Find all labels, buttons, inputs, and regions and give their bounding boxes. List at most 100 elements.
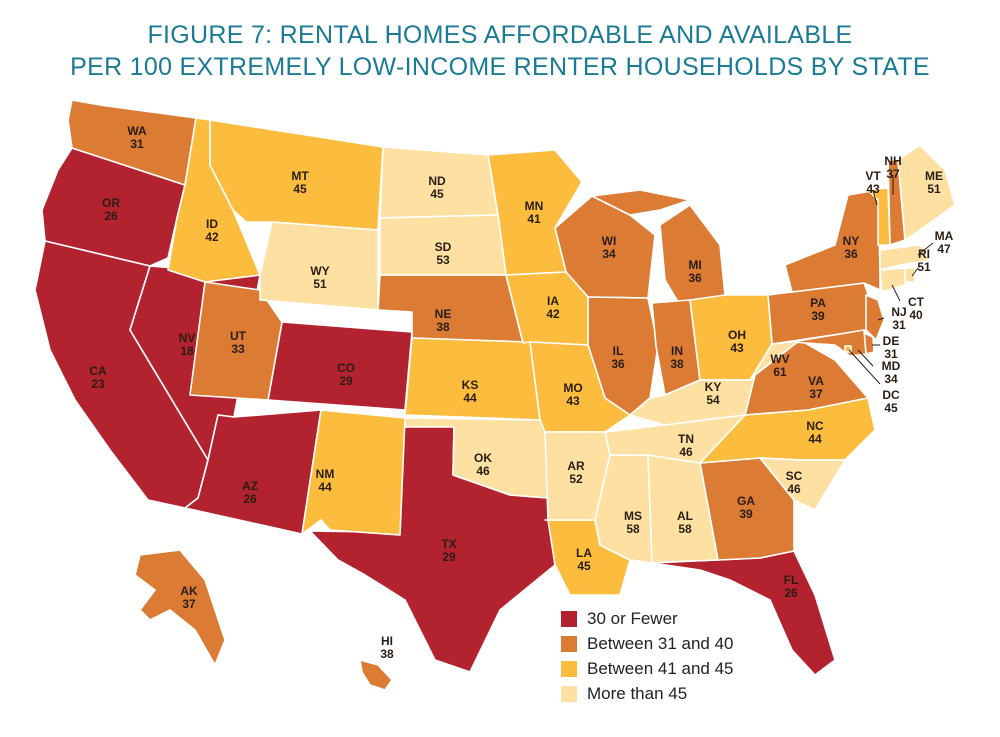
state-AK — [134, 549, 226, 666]
legend-swatch — [561, 685, 577, 702]
legend-swatch — [561, 635, 577, 652]
state-code-AZ: AZ — [242, 479, 258, 493]
state-code-MO: MO — [563, 381, 582, 395]
state-value-LA: 45 — [577, 559, 591, 573]
state-code-IA: IA — [547, 294, 559, 308]
state-value-CT: 40 — [909, 308, 923, 322]
state-value-PA: 39 — [811, 309, 825, 323]
state-code-WI: WI — [602, 234, 617, 248]
state-code-GA: GA — [737, 494, 755, 508]
state-code-AL: AL — [677, 509, 693, 523]
tier-more-than-45 — [259, 144, 956, 564]
state-SD — [379, 214, 507, 276]
state-code-NY: NY — [843, 234, 860, 248]
state-value-NJ: 31 — [892, 318, 906, 332]
state-code-AK: AK — [180, 584, 198, 598]
state-code-OR: OR — [102, 196, 120, 210]
state-CT — [879, 267, 906, 293]
state-code-PA: PA — [810, 296, 826, 310]
state-MA — [879, 244, 931, 271]
state-value-CO: 29 — [339, 374, 353, 388]
state-value-UT: 33 — [231, 342, 245, 356]
state-value-VA: 37 — [809, 387, 823, 401]
state-code-MA: MA — [935, 229, 954, 243]
state-value-GA: 39 — [739, 507, 753, 521]
state-code-MN: MN — [525, 199, 544, 213]
state-value-DC: 45 — [884, 401, 898, 415]
state-value-CA: 23 — [91, 377, 105, 391]
state-code-NE: NE — [435, 307, 452, 321]
state-UT — [189, 281, 283, 401]
state-value-MD: 34 — [884, 372, 898, 386]
legend-swatch — [561, 610, 577, 627]
state-code-SD: SD — [435, 240, 452, 254]
legend-item: Between 41 and 45 — [561, 656, 734, 681]
state-value-WV: 61 — [773, 365, 787, 379]
state-value-MS: 58 — [626, 522, 640, 536]
state-code-MD: MD — [882, 359, 901, 373]
leader-lines — [848, 175, 934, 385]
state-code-UT: UT — [230, 329, 247, 343]
state-code-IN: IN — [671, 344, 683, 358]
state-value-IL: 36 — [611, 357, 625, 371]
state-HI — [359, 659, 393, 691]
state-code-WY: WY — [310, 264, 329, 278]
state-NY — [784, 189, 881, 293]
state-code-MI: MI — [688, 258, 701, 272]
state-labels: WA31OR26CA23NV18ID42MT45WY51UT33CO29AZ26… — [89, 124, 953, 661]
state-code-WV: WV — [770, 352, 789, 366]
state-MI-up — [591, 189, 691, 216]
state-code-CO: CO — [337, 361, 355, 375]
state-value-NE: 38 — [436, 320, 450, 334]
state-value-ND: 45 — [430, 187, 444, 201]
state-code-SC: SC — [786, 469, 803, 483]
state-code-NV: NV — [179, 331, 196, 345]
state-code-ME: ME — [925, 169, 943, 183]
state-value-AK: 37 — [182, 597, 196, 611]
state-code-CT: CT — [908, 295, 925, 309]
state-value-OK: 46 — [476, 464, 490, 478]
state-code-NC: NC — [806, 419, 824, 433]
tier-30-or-fewer — [34, 147, 836, 676]
state-value-RI: 51 — [917, 260, 931, 274]
state-ME — [897, 144, 956, 241]
state-code-KS: KS — [462, 378, 479, 392]
legend-label: Between 41 and 45 — [587, 658, 734, 678]
state-code-MS: MS — [624, 509, 642, 523]
state-value-AR: 52 — [569, 472, 583, 486]
state-value-MI: 36 — [688, 271, 702, 285]
state-value-AL: 58 — [678, 522, 692, 536]
state-VT — [867, 187, 891, 246]
state-value-WY: 51 — [313, 277, 327, 291]
legend-item: Between 31 and 40 — [561, 631, 734, 656]
state-value-AZ: 26 — [243, 492, 257, 506]
tier-31-to-40 — [67, 99, 906, 691]
state-value-SD: 53 — [436, 253, 450, 267]
state-value-HI: 38 — [380, 647, 394, 661]
legend-item: More than 45 — [561, 681, 734, 706]
legend: 30 or Fewer Between 31 and 40 Between 41… — [561, 606, 734, 706]
state-value-VT: 43 — [866, 182, 880, 196]
state-value-TN: 46 — [679, 445, 693, 459]
state-value-DE: 31 — [884, 347, 898, 361]
state-value-ME: 51 — [927, 182, 941, 196]
state-SC — [759, 457, 846, 511]
state-OK — [404, 417, 549, 499]
state-code-TN: TN — [678, 432, 694, 446]
state-code-OH: OH — [728, 328, 746, 342]
state-value-OH: 43 — [730, 341, 744, 355]
state-value-NH: 37 — [886, 167, 900, 181]
state-value-MA: 47 — [937, 242, 951, 256]
state-value-MT: 45 — [293, 182, 307, 196]
state-code-DE: DE — [883, 334, 900, 348]
state-value-IA: 42 — [546, 307, 560, 321]
state-NJ — [865, 294, 885, 341]
state-code-CA: CA — [89, 364, 107, 378]
legend-label: 30 or Fewer — [587, 608, 678, 628]
state-value-TX: 29 — [442, 550, 456, 564]
state-code-AR: AR — [567, 459, 585, 473]
state-code-RI: RI — [918, 247, 930, 261]
state-code-WA: WA — [127, 124, 147, 138]
state-TN — [604, 414, 746, 464]
